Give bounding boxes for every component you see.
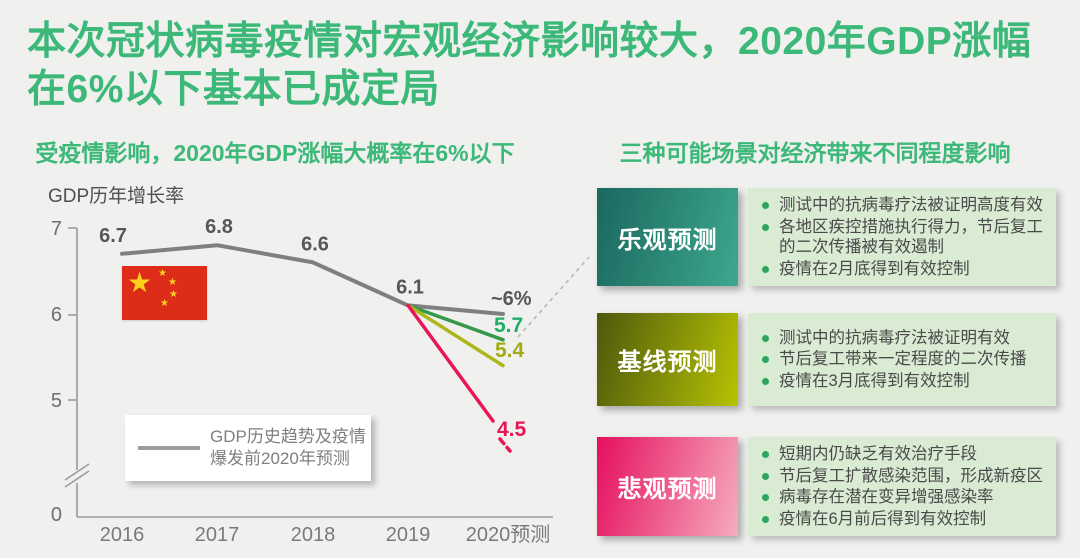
flag-star-icon: ★	[158, 268, 167, 279]
legend-label: GDP历史趋势及疫情爆发前2020年预测	[210, 427, 366, 468]
svg-text:4.5: 4.5	[497, 418, 527, 441]
scenario-label-baseline: 基线预测	[597, 313, 738, 406]
svg-text:~6%: ~6%	[491, 288, 532, 310]
flag-star-icon: ★	[160, 298, 169, 309]
chart-axis-title: GDP历年增长率	[48, 186, 185, 207]
bullet-dot-icon	[762, 223, 769, 231]
scenario-row-optimistic: 乐观预测 测试中的抗病毒疗法被证明高度有效 各地区疾控措施执行得力，节后复工的二次…	[597, 188, 1057, 286]
scenario-bullets: 测试中的抗病毒疗法被证明高度有效 各地区疾控措施执行得力，节后复工的二次传播被有效…	[760, 194, 1050, 280]
flag-star-icon: ★	[169, 289, 178, 300]
scenario-bullets: 短期内仍缺乏有效治疗手段 节后复工扩散感染范围，形成新疫区 病毒存在潜在变异增强感染…	[760, 443, 1043, 530]
bullet-item: 疫情在6月前后得到有效控制	[760, 509, 1043, 530]
scenario-panel-pessimistic: 短期内仍缺乏有效治疗手段 节后复工扩散感染范围，形成新疫区 病毒存在潜在变异增强感染…	[748, 437, 1056, 536]
axis-break-icon	[64, 463, 90, 488]
scenario-panel-optimistic: 测试中的抗病毒疗法被证明高度有效 各地区疾控措施执行得力，节后复工的二次传播被有效…	[748, 188, 1056, 286]
svg-text:5.4: 5.4	[495, 339, 525, 362]
bullet-item: 疫情在3月底得到有效控制	[760, 371, 1027, 392]
svg-text:7: 7	[51, 218, 62, 240]
svg-text:2019: 2019	[386, 524, 431, 546]
svg-text:5.7: 5.7	[494, 314, 523, 337]
svg-text:6.7: 6.7	[99, 225, 127, 247]
bullet-item: 病毒存在潜在变异增强感染率	[760, 487, 1043, 508]
bullet-item: 短期内仍缺乏有效治疗手段	[760, 444, 1043, 465]
legend-line-sample	[138, 446, 200, 450]
connector-dashed-line	[517, 256, 590, 338]
bullet-dot-icon	[762, 356, 769, 364]
bullet-item: 测试中的抗病毒疗法被证明高度有效	[760, 195, 1050, 216]
bullet-dot-icon	[762, 515, 769, 523]
scenario-label-optimistic: 乐观预测	[597, 188, 738, 286]
bullet-dot-icon	[762, 377, 769, 385]
scenario-panel-baseline: 测试中的抗病毒疗法被证明有效 节后复工带来一定程度的二次传播 疫情在3月底得到有效控…	[748, 313, 1056, 406]
bullet-dot-icon	[762, 494, 769, 501]
svg-text:0: 0	[51, 504, 62, 526]
svg-text:5: 5	[51, 390, 62, 412]
svg-text:6: 6	[51, 304, 62, 326]
bullet-item: 节后复工扩散感染范围，形成新疫区	[760, 466, 1043, 487]
bullet-dot-icon	[762, 472, 769, 480]
svg-text:6.8: 6.8	[205, 216, 233, 238]
bullet-dot-icon	[762, 202, 769, 209]
svg-text:2020预测: 2020预测	[466, 523, 551, 546]
svg-text:2016: 2016	[100, 524, 145, 546]
flag-star-icon: ★	[168, 277, 177, 288]
bullet-item: 节后复工带来一定程度的二次传播	[760, 349, 1027, 370]
china-flag: ★ ★ ★ ★ ★	[122, 266, 207, 320]
bullet-dot-icon	[762, 451, 769, 458]
svg-text:2018: 2018	[291, 524, 336, 546]
scenario-label-pessimistic: 悲观预测	[597, 437, 738, 536]
bullet-dot-icon	[762, 334, 769, 342]
bullet-item: 各地区疾控措施执行得力，节后复工的二次传播被有效遏制	[760, 217, 1050, 258]
svg-text:6.6: 6.6	[301, 233, 329, 255]
svg-text:6.1: 6.1	[396, 276, 424, 298]
scenario-row-baseline: 基线预测 测试中的抗病毒疗法被证明有效 节后复工带来一定程度的二次传播 疫情在3月底…	[597, 313, 1057, 406]
chart-legend: GDP历史趋势及疫情爆发前2020年预测	[125, 415, 371, 481]
page-title: 本次冠状病毒疫情对宏观经济影响较大，2020年GDP涨幅在6%以下基本已成定局	[27, 20, 1032, 111]
bullet-dot-icon	[762, 265, 769, 273]
flag-star-icon: ★	[127, 267, 153, 298]
scenario-row-pessimistic: 悲观预测 短期内仍缺乏有效治疗手段 节后复工扩散感染范围，形成新疫区 病毒存在潜在变…	[597, 437, 1057, 536]
svg-text:2017: 2017	[195, 524, 240, 546]
scenario-bullets: 测试中的抗病毒疗法被证明有效 节后复工带来一定程度的二次传播 疫情在3月底得到有效控…	[760, 327, 1027, 393]
chart-section-subtitle: 受疫情影响，2020年GDP涨幅大概率在6%以下	[35, 140, 515, 166]
scenario-section-subtitle: 三种可能场景对经济带来不同程度影响	[619, 140, 1011, 166]
bullet-item: 疫情在2月底得到有效控制	[760, 259, 1050, 280]
bullet-item: 测试中的抗病毒疗法被证明有效	[760, 328, 1027, 349]
y-axis	[68, 227, 78, 517]
